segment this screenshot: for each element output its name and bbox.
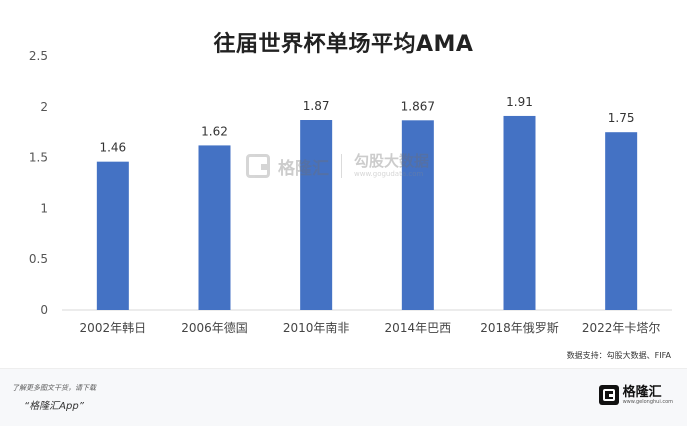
data-label: 1.91: [506, 95, 533, 109]
chart-title: 往届世界杯单场平均AMA: [213, 32, 474, 57]
x-tick-label: 2002年韩日: [80, 320, 147, 335]
chart-card: 往届世界杯单场平均AMA 0 0.5 1 1.5 2 2.5 1.46 2002年韩日 1.62…: [28, 32, 672, 360]
y-tick-label: 2.5: [29, 49, 48, 63]
x-tick-label: 2018年俄罗斯: [480, 321, 559, 335]
bar: [96, 161, 129, 310]
bar: [503, 115, 536, 310]
data-label: 1.46: [99, 141, 126, 155]
footer-banner: 了解更多图文干货，请下载 “格隆汇App” 格隆汇 www.gelonghui.…: [0, 368, 687, 426]
watermark-sub-brand: 勾股大数据: [354, 152, 430, 170]
x-tick-label: 2010年南非: [283, 320, 350, 335]
watermark-url: www.gogudata.com: [354, 170, 424, 178]
watermark-brand: 格隆汇: [278, 158, 329, 179]
data-label: 1.87: [303, 99, 330, 113]
watermark: 格隆汇 勾股大数据 www.gogudata.com: [246, 150, 429, 182]
y-tick-label: 0.5: [29, 252, 48, 266]
footer-logo-url: www.gelonghui.com: [622, 398, 673, 405]
bar: [605, 132, 638, 310]
data-label: 1.867: [401, 99, 435, 113]
bar-chart: 0 0.5 1 1.5 2 2.5 1.46 2002年韩日 1.62 2006年德国 1.87 20…: [29, 49, 672, 335]
y-tick-label: 1.5: [29, 151, 48, 165]
data-label: 1.62: [201, 124, 228, 138]
gelonghui-logo-icon: [246, 154, 270, 178]
gelonghui-logo-icon: [598, 385, 619, 405]
footer-promo-text: 了解更多图文干货，请下载: [12, 384, 96, 392]
x-tick-label: 2014年巴西: [385, 321, 452, 335]
data-source: 数据支持：勾股大数据、FIFA: [566, 351, 671, 360]
x-tick-label: 2022年卡塔尔: [582, 320, 661, 335]
bar: [198, 145, 231, 310]
footer-app-name[interactable]: “格隆汇App”: [24, 401, 84, 412]
data-label: 1.75: [608, 111, 635, 125]
y-tick-label: 0: [40, 303, 48, 317]
x-tick-label: 2006年德国: [181, 320, 248, 335]
footer-logo-text: 格隆汇: [622, 384, 662, 400]
watermark-sub: 勾股大数据 www.gogudata.com: [354, 154, 429, 178]
footer-logo[interactable]: 格隆汇 www.gelonghui.com: [598, 384, 673, 405]
y-tick-label: 2: [40, 100, 48, 114]
y-tick-label: 1: [40, 201, 48, 215]
bar: [401, 120, 434, 310]
bar: [300, 120, 333, 311]
watermark-divider: [341, 154, 342, 178]
